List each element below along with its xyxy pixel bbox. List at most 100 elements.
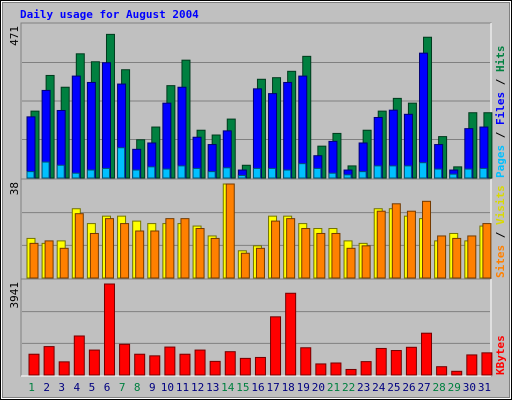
bar-kbytes-day-29 <box>451 370 463 376</box>
bar-sites-day-9 <box>150 230 160 279</box>
bar-sites-day-5 <box>89 232 99 279</box>
x-axis-day-labels: 1 2 3 4 5 6 7 8 9 10 11 12 13 14 15 16 17 18 19 20 21 22 23 24 2… <box>28 381 491 394</box>
legend-separator: / <box>494 72 507 92</box>
x-tick-label-day-16: 16 <box>251 381 264 394</box>
side-legend: Pages / Files / Hits <box>494 46 507 179</box>
x-tick-label-day-6: 6 <box>104 381 111 394</box>
bar-kbytes-day-21 <box>330 362 342 376</box>
bar-pages-day-26 <box>403 165 412 179</box>
bar-sites-day-20 <box>316 232 326 279</box>
bar-sites-day-6 <box>104 218 114 279</box>
x-tick-label-day-21: 21 <box>327 381 340 394</box>
bar-files-day-17 <box>268 93 278 179</box>
bar-sites-day-18 <box>286 218 296 279</box>
legend-visits: Visits <box>494 185 507 225</box>
bar-pages-day-21 <box>328 172 337 179</box>
bar-pages-day-17 <box>268 167 277 179</box>
x-tick-label-day-14: 14 <box>221 381 235 394</box>
bar-kbytes-day-5 <box>88 349 100 376</box>
panel-visits-sites: 38 Sites / Visits <box>8 178 507 280</box>
bar-sites-day-2 <box>44 240 54 279</box>
x-tick-label-day-7: 7 <box>119 381 126 394</box>
bar-kbytes-day-17 <box>270 316 282 376</box>
bar-sites-day-12 <box>195 228 205 279</box>
bar-sites-day-30 <box>467 235 477 279</box>
bar-kbytes-day-12 <box>194 349 206 376</box>
bar-pages-day-30 <box>464 168 473 179</box>
bar-pages-day-8 <box>132 169 141 179</box>
bar-kbytes-day-13 <box>209 360 221 376</box>
bar-kbytes-day-14 <box>224 351 236 376</box>
bar-sites-day-14 <box>225 183 235 279</box>
x-tick-label-day-29: 29 <box>448 381 461 394</box>
x-tick-label-day-23: 23 <box>357 381 370 394</box>
bar-pages-day-28 <box>434 168 443 179</box>
bar-kbytes-day-2 <box>43 346 55 376</box>
x-tick-label-day-19: 19 <box>297 381 310 394</box>
series-sites <box>29 183 492 279</box>
bar-sites-day-24 <box>376 210 386 279</box>
bar-pages-day-1 <box>26 171 35 179</box>
bar-sites-day-13 <box>210 237 220 279</box>
bar-kbytes-day-4 <box>73 335 85 376</box>
bar-files-day-5 <box>86 81 96 179</box>
bar-sites-day-1 <box>29 242 39 279</box>
bar-pages-day-6 <box>101 167 110 179</box>
bar-kbytes-day-3 <box>58 361 70 376</box>
bar-kbytes-day-20 <box>315 363 327 376</box>
bar-sites-day-19 <box>301 228 311 279</box>
bar-pages-day-12 <box>192 167 201 179</box>
series-kbytes <box>28 283 493 376</box>
bar-pages-day-9 <box>147 166 156 179</box>
x-tick-label-day-15: 15 <box>236 381 249 394</box>
bar-kbytes-day-22 <box>345 368 357 376</box>
x-tick-label-day-27: 27 <box>417 381 430 394</box>
bar-pages-day-15 <box>237 174 246 179</box>
legend-pages: Pages <box>494 145 507 178</box>
bar-sites-day-17 <box>271 220 281 279</box>
legend-separator: / <box>494 225 507 245</box>
series-pages <box>26 147 488 179</box>
side-legend: KBytes <box>494 335 507 375</box>
x-tick-label-day-1: 1 <box>28 381 35 394</box>
bar-kbytes-day-31 <box>481 352 493 376</box>
bar-sites-day-27 <box>422 200 432 279</box>
bar-pages-day-10 <box>162 168 171 179</box>
x-tick-label-day-28: 28 <box>433 381 446 394</box>
x-tick-label-day-26: 26 <box>402 381 415 394</box>
bar-kbytes-day-18 <box>285 292 297 376</box>
bar-sites-day-16 <box>255 247 265 279</box>
bar-sites-day-22 <box>346 247 356 279</box>
bar-pages-day-18 <box>283 169 292 179</box>
x-tick-label-day-3: 3 <box>58 381 65 394</box>
bar-sites-day-4 <box>74 213 84 279</box>
bar-sites-day-10 <box>165 218 175 279</box>
bar-files-day-11 <box>177 86 187 179</box>
bar-sites-day-3 <box>59 247 69 279</box>
bar-pages-day-22 <box>343 174 352 179</box>
bar-kbytes-day-6 <box>103 283 115 376</box>
legend-files: Files <box>494 92 507 125</box>
y-max-label: 3941 <box>8 282 21 309</box>
x-tick-label-day-17: 17 <box>266 381 279 394</box>
bar-sites-day-25 <box>391 203 401 279</box>
bar-kbytes-day-15 <box>239 357 251 376</box>
bar-files-day-21 <box>328 140 338 179</box>
x-tick-label-day-9: 9 <box>149 381 156 394</box>
x-tick-label-day-8: 8 <box>134 381 141 394</box>
x-tick-label-day-5: 5 <box>89 381 96 394</box>
x-tick-label-day-24: 24 <box>372 381 386 394</box>
x-tick-label-day-30: 30 <box>463 381 476 394</box>
y-max-label: 471 <box>8 26 21 46</box>
bar-pages-day-13 <box>207 171 216 179</box>
bar-pages-day-31 <box>479 167 488 179</box>
bar-pages-day-23 <box>358 171 367 179</box>
bar-kbytes-day-23 <box>360 361 372 376</box>
bar-sites-day-26 <box>406 210 416 279</box>
bar-kbytes-day-24 <box>375 347 387 376</box>
bar-kbytes-day-27 <box>421 332 433 376</box>
bar-pages-day-25 <box>388 165 397 179</box>
